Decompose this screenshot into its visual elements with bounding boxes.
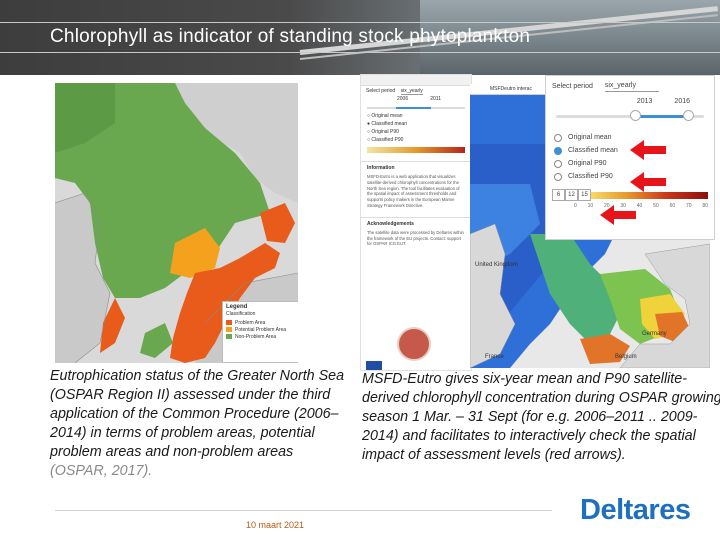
legend-swatch-problem — [226, 320, 232, 325]
header-banner: Chlorophyll as indicator of standing sto… — [0, 0, 720, 75]
scale-tick: 70 — [685, 203, 692, 209]
scale-tick: 20 — [604, 203, 610, 209]
panel-year-end: 2016 — [674, 98, 690, 105]
red-arrow-icon — [630, 140, 666, 160]
left-caption-text: Eutrophication status of the Greater Nor… — [50, 368, 345, 460]
app-option-label: Classified P90 — [371, 137, 404, 143]
scale-tick: 10 — [587, 203, 594, 209]
legend-label-potential: Potential Problem Area — [235, 326, 287, 333]
left-caption: Eutrophication status of the Greater Nor… — [50, 367, 350, 481]
map-label-uk: United Kingdom — [475, 262, 518, 268]
panel-option-original-mean[interactable]: Original mean — [546, 131, 714, 144]
right-caption: MSFD-Eutro gives six-year mean and P90 s… — [362, 371, 720, 463]
radio-icon — [554, 133, 562, 142]
scale-tick: 0 — [574, 203, 577, 209]
app-option-classified-mean[interactable]: ● Classified mean — [367, 121, 407, 127]
map-legend: Legend Classification Problem Area Poten… — [222, 301, 298, 363]
panel-select-label: Select period — [552, 82, 593, 90]
slider-handle-start[interactable] — [630, 110, 641, 121]
panel-option-label: Original mean — [568, 134, 612, 141]
eutrophication-status-map: Legend Classification Problem Area Poten… — [55, 83, 298, 363]
app-select-value: six_yearly — [400, 88, 423, 95]
panel-option-original-p90[interactable]: Original P90 — [546, 157, 714, 170]
legend-title: Legend — [226, 304, 248, 310]
footer-date: 10 maart 2021 — [246, 520, 305, 530]
app-year-labels: 2006 2011 — [361, 96, 471, 102]
footer-divider — [55, 510, 552, 511]
panel-option-classified-mean[interactable]: Classified mean — [546, 144, 714, 157]
header-rule-bottom — [0, 52, 720, 53]
threshold-input-1[interactable]: 6 — [552, 189, 565, 201]
deltares-logo: Deltares — [580, 494, 691, 526]
radio-icon — [554, 172, 562, 181]
panel-scale-ticks: 0 10 20 30 40 50 60 70 80 — [574, 203, 708, 209]
app-information-text: MSFD-Eutro is a web application that vis… — [367, 174, 460, 208]
left-caption-citation: (OSPAR, 2017). — [50, 463, 153, 479]
scale-tick: 40 — [636, 203, 643, 209]
app-year-end: 2011 — [430, 96, 441, 102]
scale-tick: 50 — [653, 203, 659, 209]
panel-year-slider[interactable] — [556, 107, 704, 121]
red-arrow-icon — [630, 172, 666, 192]
legend-item-non-problem: Non-Problem Area — [223, 333, 298, 340]
app-acknowledgements-text: The satellite data were processed by Del… — [367, 229, 464, 247]
red-arrow-icon — [600, 205, 636, 225]
threshold-color-ramp — [591, 191, 708, 199]
app-option-original-p90[interactable]: ○ Original P90 — [367, 129, 399, 135]
app-color-ramp — [367, 147, 465, 153]
browser-toolbar — [361, 75, 471, 86]
app-period-select[interactable]: Select period six_yearly — [361, 86, 471, 96]
scale-tick: 30 — [620, 203, 626, 209]
panel-option-label: Original P90 — [568, 160, 607, 167]
legend-swatch-potential — [226, 327, 232, 332]
scale-tick: 60 — [669, 203, 676, 209]
legend-swatch-non-problem — [226, 334, 232, 339]
map-label-germany: Germany — [642, 331, 667, 337]
legend-label-non-problem: Non-Problem Area — [235, 333, 277, 340]
msfd-eutro-app-screenshot: Select period six_yearly 2006 2011 ○ Ori… — [360, 74, 472, 371]
app-option-label: Original P90 — [371, 129, 399, 135]
map-label-france: France — [485, 354, 504, 360]
panel-threshold-scale: 6 12 15 — [552, 189, 708, 201]
legend-item-problem: Problem Area — [223, 319, 298, 326]
app-information-header: Information — [361, 161, 471, 174]
threshold-input-2[interactable]: 12 — [565, 189, 578, 201]
panel-period-select[interactable]: six_yearly — [604, 80, 659, 92]
panel-option-classified-p90[interactable]: Classified P90 — [546, 170, 714, 183]
header-rule-top — [0, 22, 720, 23]
legend-item-potential: Potential Problem Area — [223, 326, 298, 333]
legend-label-problem: Problem Area — [235, 319, 266, 326]
map-label-belgium: Belgium — [615, 354, 637, 360]
app-year-start: 2006 — [397, 96, 409, 102]
panel-year-start: 2013 — [636, 98, 653, 105]
eu-flag-icon — [366, 361, 382, 370]
ospar-logo-icon — [397, 327, 431, 361]
app-select-label: Select period — [366, 88, 396, 94]
app-option-label: Original mean — [371, 113, 403, 119]
legend-subtitle: Classification — [226, 311, 256, 317]
panel-period-row: Select period six_yearly — [546, 76, 714, 96]
app-acknowledgements-header: Acknowledgements — [361, 216, 471, 230]
radio-icon — [554, 159, 562, 168]
panel-option-label: Classified mean — [568, 147, 618, 154]
app-option-original-mean[interactable]: ○ Original mean — [367, 113, 403, 119]
slider-range — [632, 115, 687, 118]
slider-handle-end[interactable] — [683, 110, 695, 121]
app-option-label: Classified mean — [371, 121, 407, 127]
app-option-classified-p90[interactable]: ○ Classified P90 — [367, 137, 404, 143]
app-year-slider[interactable] — [367, 102, 465, 112]
scale-tick: 80 — [702, 203, 708, 209]
panel-option-group: Original mean Classified mean Original P… — [546, 131, 714, 183]
panel-year-labels: 2013 2016 — [546, 98, 714, 105]
panel-option-label: Classified P90 — [568, 173, 613, 180]
threshold-input-3[interactable]: 15 — [578, 189, 591, 201]
radio-selected-icon — [554, 146, 562, 155]
slide-title: Chlorophyll as indicator of standing sto… — [50, 26, 531, 47]
